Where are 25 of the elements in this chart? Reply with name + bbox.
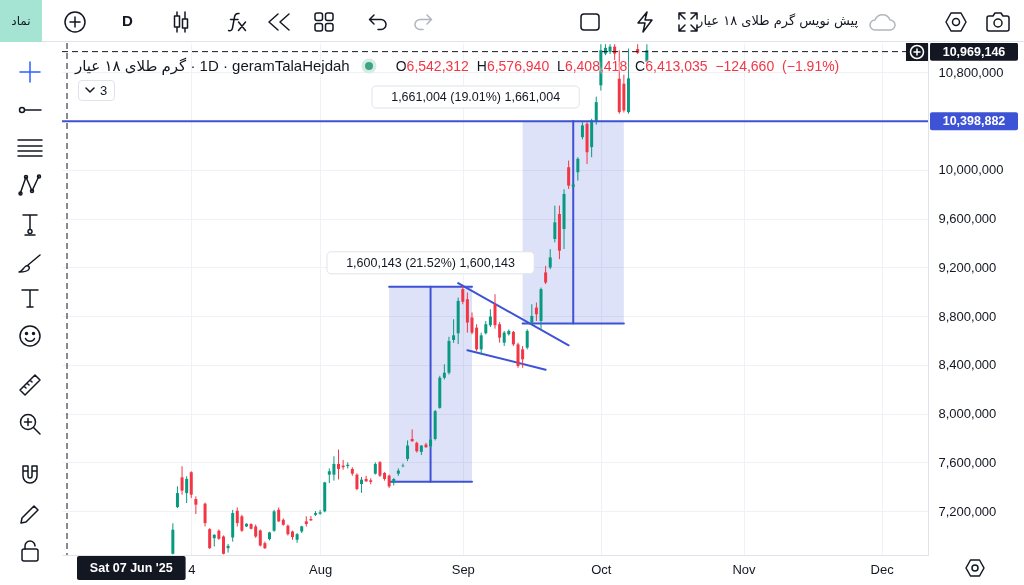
annotation: 1,600,143 (21.52%) 1,600,143	[346, 255, 516, 270]
x-tick-label: Aug	[309, 561, 333, 577]
y-tick-label: 8,800,000	[938, 308, 997, 324]
button: نماد	[0, 0, 42, 42]
ref-line-label: 10,969,146	[942, 44, 1006, 59]
ref-line-label: Sat 07 Jun '25	[89, 561, 173, 575]
y-tick-label: 7,200,000	[938, 503, 997, 519]
y-tick-label: 8,000,000	[938, 406, 997, 422]
dropdown-button: 3	[78, 80, 115, 101]
annotation: 3	[100, 83, 108, 98]
y-tick-label: 8,400,000	[938, 357, 997, 373]
x-tick-label: Sep	[451, 561, 475, 577]
ref-line-label: 10,398,882	[942, 114, 1006, 129]
annotation: 1,661,004 (19.01%) 1,661,004	[391, 90, 561, 105]
x-tick-label: Dec	[870, 561, 895, 577]
text: پیش نویس گرم طلای ۱۸ عیار	[697, 13, 858, 29]
y-tick-label: 9,200,000	[938, 259, 997, 275]
x-tick-label: Nov	[732, 561, 757, 577]
y-tick-label: 7,600,000	[938, 454, 997, 470]
y-tick-label: 10,000,000	[938, 162, 1004, 178]
text: D	[122, 12, 133, 30]
y-tick-label: 10,800,000	[938, 64, 1004, 80]
x-tick-label: 4	[188, 561, 196, 577]
x-tick-label: Oct	[591, 561, 612, 577]
y-tick-label: 9,600,000	[938, 211, 997, 227]
